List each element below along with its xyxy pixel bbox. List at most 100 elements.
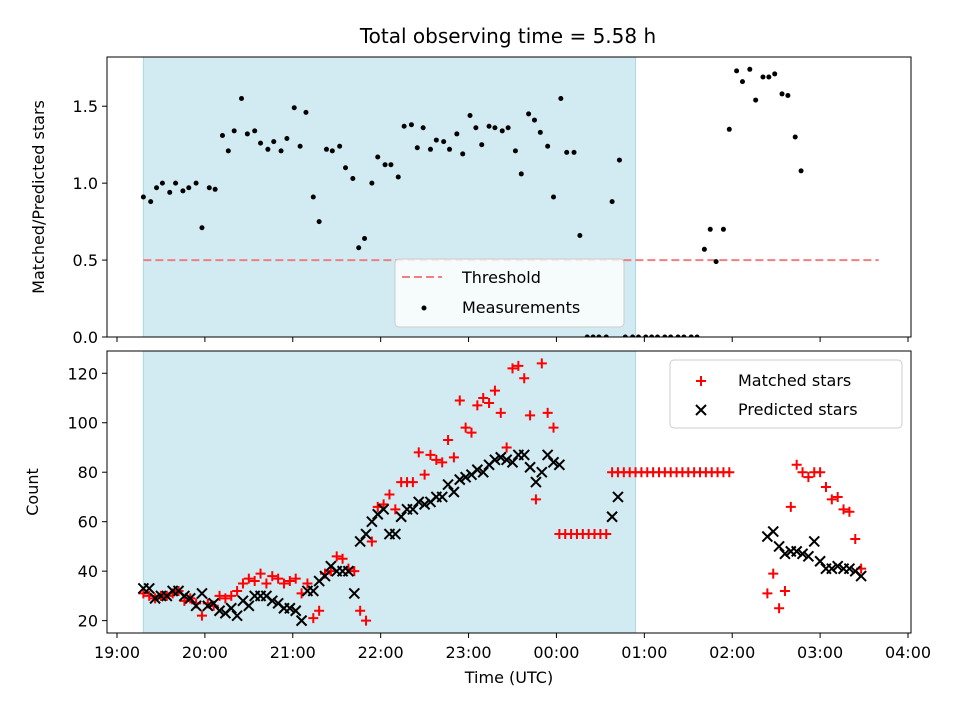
data-point bbox=[606, 511, 618, 523]
data-point bbox=[420, 125, 426, 131]
data-point bbox=[734, 68, 740, 74]
data-point bbox=[148, 199, 154, 205]
y-tick-label: 40 bbox=[78, 562, 98, 581]
data-point bbox=[419, 469, 430, 480]
data-point bbox=[753, 97, 759, 103]
data-point bbox=[779, 548, 791, 560]
data-point bbox=[513, 360, 524, 371]
data-point bbox=[193, 180, 199, 186]
data-point bbox=[231, 609, 243, 622]
data-point bbox=[724, 467, 735, 478]
data-point bbox=[361, 615, 372, 626]
data-point bbox=[267, 571, 278, 582]
data-point bbox=[479, 142, 485, 148]
data-point bbox=[531, 117, 537, 123]
data-point bbox=[186, 185, 192, 191]
data-point bbox=[495, 407, 506, 418]
legend-measurements-swatch bbox=[421, 305, 427, 311]
data-point bbox=[454, 395, 465, 406]
data-point bbox=[803, 472, 814, 483]
x-axis-label: Time (UTC) bbox=[464, 668, 553, 687]
data-point bbox=[303, 109, 309, 115]
data-point bbox=[553, 459, 566, 471]
legend-label: Predicted stars bbox=[738, 400, 858, 419]
data-point bbox=[243, 600, 255, 612]
data-point bbox=[284, 576, 295, 587]
data-point bbox=[547, 456, 560, 469]
data-point bbox=[681, 334, 687, 337]
data-point bbox=[536, 358, 547, 369]
data-point bbox=[762, 588, 773, 599]
data-point bbox=[519, 373, 530, 384]
data-layer bbox=[140, 66, 804, 337]
data-point bbox=[149, 592, 161, 605]
data-point bbox=[459, 471, 472, 483]
data-point bbox=[375, 154, 381, 160]
data-point bbox=[820, 482, 831, 493]
y-tick-label: 60 bbox=[78, 513, 98, 532]
data-point bbox=[316, 219, 322, 225]
data-point bbox=[384, 489, 395, 500]
data-point bbox=[140, 194, 146, 200]
data-point bbox=[518, 171, 524, 177]
data-point bbox=[337, 553, 348, 564]
data-point bbox=[413, 447, 424, 458]
data-point bbox=[551, 194, 557, 200]
data-point bbox=[616, 157, 622, 163]
data-point bbox=[489, 385, 500, 396]
data-point bbox=[325, 566, 336, 577]
legend-label: Matched stars bbox=[738, 371, 851, 390]
data-point bbox=[289, 605, 302, 617]
data-layer bbox=[137, 358, 867, 627]
data-point bbox=[447, 146, 453, 152]
data-point bbox=[530, 476, 542, 488]
data-point bbox=[433, 137, 439, 143]
data-point bbox=[747, 66, 753, 72]
data-point bbox=[785, 92, 791, 98]
data-point bbox=[231, 128, 237, 134]
data-point bbox=[524, 461, 536, 473]
legend-predicted-swatch bbox=[695, 404, 707, 416]
data-point bbox=[184, 592, 196, 605]
data-point bbox=[342, 565, 355, 577]
x-tick-label: 22:00 bbox=[358, 643, 404, 662]
data-point bbox=[284, 136, 290, 142]
data-point bbox=[802, 550, 815, 563]
data-point bbox=[826, 562, 838, 575]
data-point bbox=[331, 551, 342, 562]
data-point bbox=[395, 174, 401, 180]
y-tick-label: 20 bbox=[78, 612, 98, 631]
data-point bbox=[545, 143, 551, 149]
data-point bbox=[448, 486, 460, 498]
data-point bbox=[855, 570, 867, 582]
data-point bbox=[212, 186, 218, 192]
y-tick-label: 120 bbox=[67, 364, 98, 383]
data-point bbox=[668, 334, 674, 337]
data-point bbox=[431, 454, 442, 465]
data-point bbox=[814, 555, 826, 567]
data-point bbox=[760, 74, 766, 80]
data-point bbox=[601, 529, 612, 540]
data-point bbox=[278, 578, 289, 589]
data-point bbox=[297, 143, 303, 149]
data-point bbox=[154, 185, 160, 191]
data-point bbox=[772, 71, 778, 77]
y-axis-label: Matched/Predicted stars bbox=[29, 100, 48, 294]
data-point bbox=[484, 397, 495, 408]
data-point bbox=[265, 146, 271, 152]
data-point bbox=[791, 459, 802, 470]
data-point bbox=[308, 613, 319, 624]
data-point bbox=[635, 334, 641, 337]
data-point bbox=[244, 131, 250, 137]
data-point bbox=[389, 528, 402, 540]
data-point bbox=[310, 194, 316, 200]
data-point bbox=[797, 467, 808, 478]
data-point bbox=[774, 603, 785, 614]
data-point bbox=[378, 499, 389, 510]
data-point bbox=[319, 570, 331, 582]
data-point bbox=[243, 573, 254, 584]
data-point bbox=[512, 148, 518, 154]
data-point bbox=[832, 491, 843, 502]
data-point bbox=[377, 503, 390, 516]
data-point bbox=[785, 501, 796, 512]
